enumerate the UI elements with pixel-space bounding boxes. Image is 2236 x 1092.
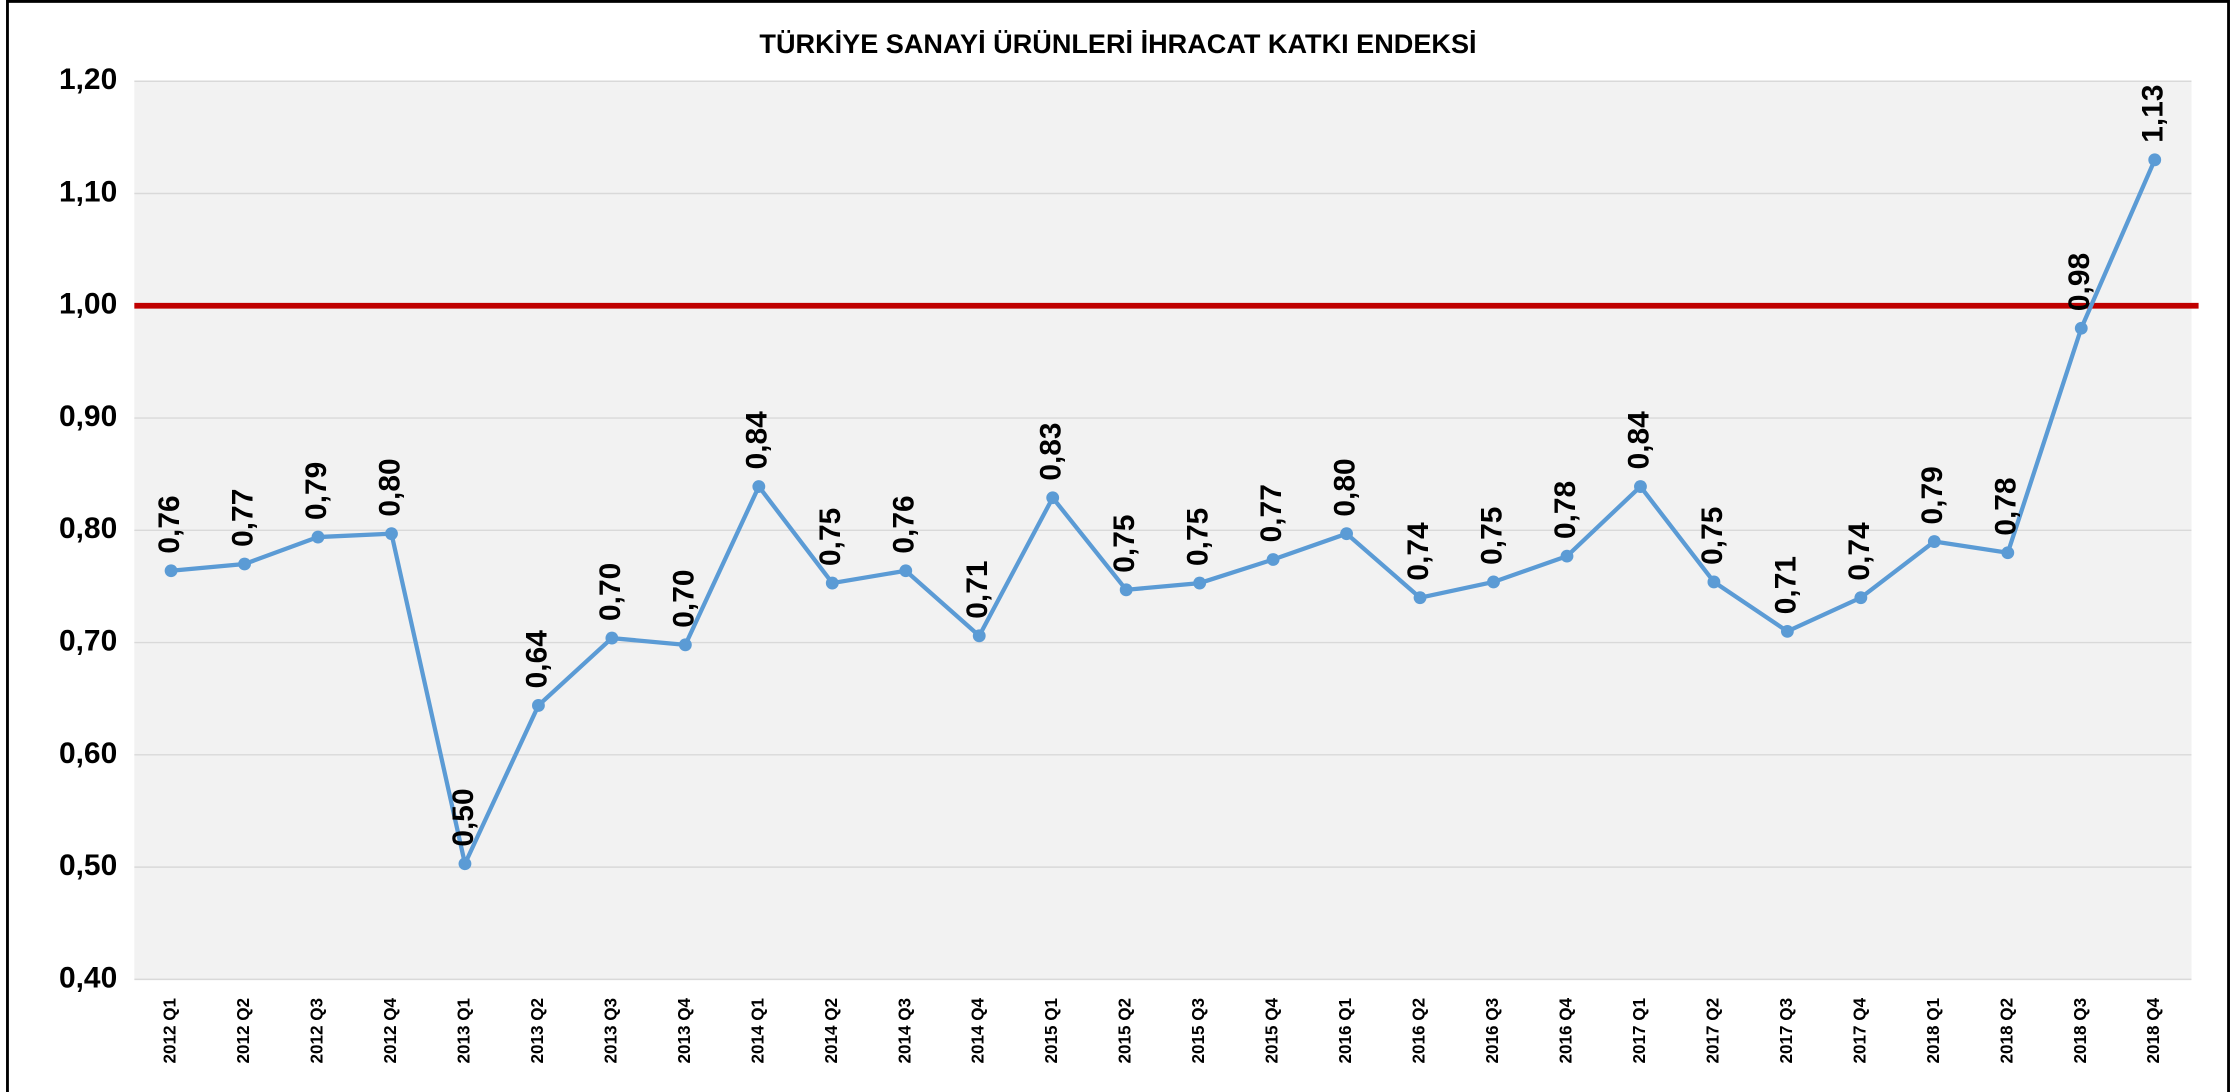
data-point [1193, 576, 1207, 590]
data-label: 0,77 [1255, 484, 1288, 542]
series-line [170, 158, 2157, 871]
data-label: 0,83 [1035, 422, 1068, 480]
data-point [1119, 583, 1133, 597]
data-point [1780, 624, 1794, 638]
data-label: 0,70 [667, 569, 700, 627]
data-point [678, 638, 692, 652]
data-label: 0,71 [1769, 556, 1802, 614]
chart-title: TÜRKİYE SANAYİ ÜRÜNLERİ İHRACAT KATKI EN… [759, 28, 1476, 59]
data-label: 0,74 [1843, 522, 1876, 581]
x-tick-label: 2012 Q2 [234, 998, 253, 1064]
x-tick-label: 2017 Q4 [1850, 997, 1869, 1063]
x-tick-label: 2018 Q3 [2071, 998, 2090, 1064]
data-point [385, 527, 398, 541]
data-point [1707, 575, 1721, 589]
y-tick-label: 1,20 [59, 63, 117, 96]
x-tick-label: 2016 Q2 [1410, 998, 1429, 1064]
data-label: 0,74 [1402, 522, 1435, 581]
data-point [752, 480, 766, 493]
x-tick-label: 2018 Q1 [1924, 997, 1943, 1063]
data-point [1560, 549, 1574, 563]
data-point [605, 631, 619, 645]
data-point [1487, 575, 1500, 589]
data-label: 0,84 [1622, 411, 1655, 470]
y-tick-label: 0,40 [59, 961, 117, 994]
x-tick-label: 2016 Q3 [1483, 998, 1502, 1064]
data-label: 0,79 [1916, 466, 1949, 524]
x-tick-label: 2012 Q4 [381, 997, 400, 1063]
y-tick-label: 0,70 [59, 624, 117, 657]
data-point [532, 699, 545, 712]
data-point [238, 557, 251, 571]
data-label: 0,75 [1696, 507, 1729, 565]
data-point [2001, 546, 2015, 560]
x-tick-label: 2017 Q3 [1777, 998, 1796, 1064]
y-tick-label: 0,50 [59, 849, 117, 882]
x-tick-label: 2012 Q3 [308, 998, 327, 1064]
data-point [2074, 321, 2088, 335]
data-label: 0,78 [1990, 477, 2023, 535]
data-point [2148, 153, 2162, 167]
y-tick-label: 0,90 [59, 400, 117, 433]
x-tick-label: 2015 Q3 [1189, 998, 1208, 1064]
data-point [164, 564, 178, 578]
data-point [1854, 591, 1868, 605]
data-label: 0,80 [1328, 458, 1361, 516]
data-label: 0,76 [153, 495, 186, 553]
data-point [1046, 491, 1060, 505]
data-label: 1,13 [2137, 84, 2170, 142]
data-label: 0,79 [300, 462, 333, 520]
data-label: 0,78 [1549, 481, 1582, 539]
data-label: 0,76 [888, 495, 921, 553]
data-label: 0,71 [961, 560, 994, 618]
data-point [1340, 527, 1353, 541]
x-tick-label: 2015 Q2 [1116, 998, 1135, 1064]
data-label: 0,75 [1108, 514, 1141, 572]
x-tick-label: 2015 Q4 [1263, 997, 1282, 1063]
x-tick-label: 2013 Q3 [601, 998, 620, 1064]
data-label: 0,98 [2063, 253, 2096, 311]
x-tick-label: 2014 Q4 [969, 997, 988, 1063]
data-label: 0,75 [1475, 507, 1508, 565]
x-tick-label: 2017 Q2 [1703, 998, 1722, 1064]
data-label: 0,64 [520, 630, 553, 689]
data-point [1413, 591, 1427, 605]
y-tick-label: 0,60 [59, 737, 117, 770]
data-point [899, 564, 913, 578]
x-tick-label: 2015 Q1 [1042, 997, 1061, 1063]
x-tick-label: 2013 Q2 [528, 998, 547, 1064]
x-tick-label: 2018 Q4 [2144, 997, 2163, 1063]
x-tick-label: 2017 Q1 [1630, 997, 1649, 1063]
data-label: 0,70 [594, 563, 627, 621]
data-point [311, 530, 325, 544]
data-label: 0,84 [741, 411, 774, 470]
data-label: 0,75 [814, 508, 847, 566]
data-point [972, 629, 986, 643]
y-tick-label: 0,80 [59, 512, 117, 545]
data-label: 0,80 [373, 458, 406, 516]
x-tick-label: 2014 Q3 [895, 998, 914, 1064]
x-tick-label: 2012 Q1 [161, 997, 180, 1063]
data-label: 0,50 [447, 788, 480, 846]
x-tick-label: 2016 Q1 [1336, 997, 1355, 1063]
y-tick-label: 1,00 [59, 288, 117, 321]
data-point [1634, 480, 1647, 493]
x-tick-label: 2014 Q1 [748, 997, 767, 1063]
data-point [458, 857, 472, 871]
data-label: 0,75 [1182, 508, 1215, 566]
x-tick-label: 2014 Q2 [822, 998, 841, 1064]
data-point [1927, 535, 1941, 548]
x-tick-label: 2016 Q4 [1556, 997, 1575, 1063]
x-tick-label: 2013 Q4 [675, 997, 694, 1063]
data-point [1266, 553, 1280, 566]
data-label: 0,77 [226, 489, 259, 547]
data-point [825, 576, 839, 590]
y-tick-label: 1,10 [59, 175, 117, 208]
x-tick-label: 2018 Q2 [1997, 998, 2016, 1064]
x-tick-label: 2013 Q1 [454, 997, 473, 1063]
